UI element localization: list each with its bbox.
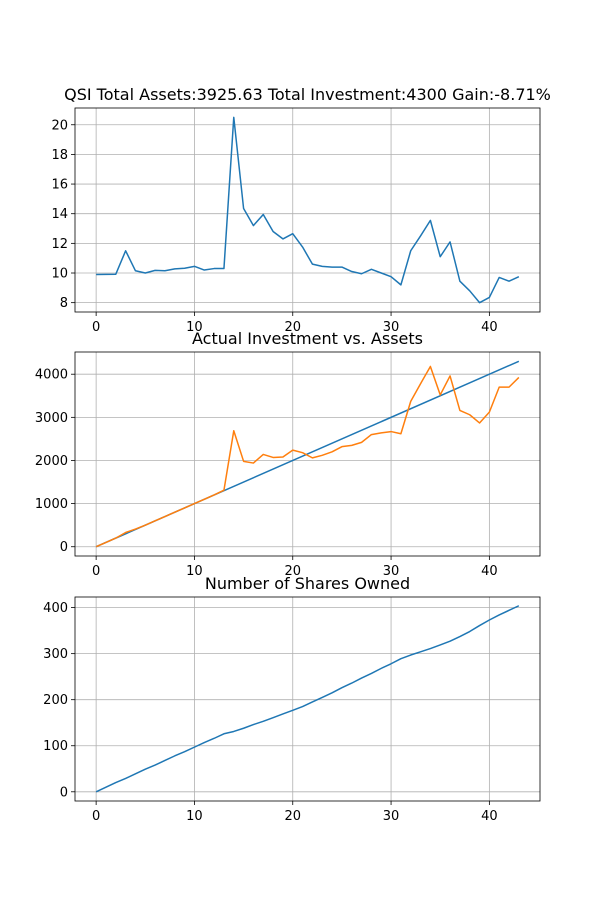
x-tick-label: 0 bbox=[92, 320, 100, 335]
x-tick-label: 10 bbox=[186, 809, 203, 824]
y-tick-label: 8 bbox=[60, 296, 68, 311]
y-tick-label: 4000 bbox=[35, 368, 68, 383]
x-tick-label: 30 bbox=[383, 320, 400, 335]
y-tick-label: 300 bbox=[43, 647, 68, 662]
x-tick-label: 40 bbox=[481, 564, 498, 579]
y-tick-label: 12 bbox=[51, 237, 68, 252]
x-tick-label: 10 bbox=[186, 564, 203, 579]
series-line-1 bbox=[95, 605, 520, 793]
chart-title: QSI Total Assets:3925.63 Total Investmen… bbox=[64, 85, 551, 104]
y-tick-label: 18 bbox=[51, 148, 68, 163]
y-tick-label: 0 bbox=[60, 785, 68, 800]
x-tick-label: 30 bbox=[383, 564, 400, 579]
x-tick-label: 30 bbox=[383, 809, 400, 824]
axes-frame bbox=[74, 596, 541, 802]
x-tick-label: 0 bbox=[92, 809, 100, 824]
axes-frame bbox=[74, 107, 541, 313]
axes-frame bbox=[74, 351, 541, 557]
chart-title: Actual Investment vs. Assets bbox=[192, 329, 423, 348]
x-tick-label: 20 bbox=[284, 564, 301, 579]
y-tick-label: 100 bbox=[43, 739, 68, 754]
x-tick-label: 20 bbox=[284, 809, 301, 824]
x-tick-label: 10 bbox=[186, 320, 203, 335]
y-tick-label: 10 bbox=[51, 267, 68, 282]
y-tick-label: 0 bbox=[60, 540, 68, 555]
y-tick-label: 1000 bbox=[35, 497, 68, 512]
y-tick-label: 14 bbox=[51, 207, 68, 222]
y-tick-label: 2000 bbox=[35, 454, 68, 469]
x-tick-label: 40 bbox=[481, 320, 498, 335]
y-tick-label: 3000 bbox=[35, 411, 68, 426]
x-tick-label: 40 bbox=[481, 809, 498, 824]
y-tick-label: 20 bbox=[51, 118, 68, 133]
x-tick-label: 0 bbox=[92, 564, 100, 579]
y-tick-label: 16 bbox=[51, 178, 68, 193]
chart-panel-2: 0 10 20 30 40 0 1000 2000 3000 4000 Actual Investm… bbox=[35, 329, 541, 579]
x-tick-label: 20 bbox=[284, 320, 301, 335]
y-tick-label: 200 bbox=[43, 693, 68, 708]
chart-title: Number of Shares Owned bbox=[205, 574, 410, 593]
y-tick-label: 400 bbox=[43, 601, 68, 616]
chart-panel-1: 0 10 20 30 40 8 10 12 14 16 18 20 QSI Total Assets:3… bbox=[51, 85, 550, 335]
series-line-1 bbox=[96, 116, 520, 304]
series-line-2 bbox=[95, 365, 520, 548]
